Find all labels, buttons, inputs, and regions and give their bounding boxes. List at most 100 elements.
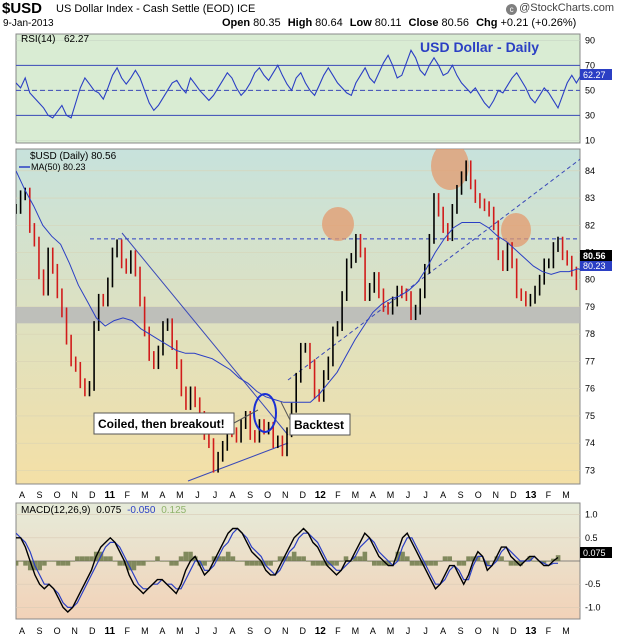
last-price-tag-text: 80.56 — [583, 251, 606, 261]
backtest-callout-box — [289, 413, 351, 436]
macd-histogram-bar — [400, 551, 405, 561]
macd-histogram-bar — [485, 561, 490, 566]
macd-histogram-bar — [207, 561, 212, 562]
signal-legend-value: -0.050 — [127, 505, 156, 516]
change-label: Chg — [476, 17, 498, 29]
x-tick-label: A — [19, 626, 25, 636]
macd-histogram-bar — [188, 551, 193, 561]
macd-histogram-bar — [480, 561, 485, 562]
macd-histogram-bar — [112, 561, 118, 562]
macd-histogram-bar — [371, 561, 377, 566]
macd-histogram-bar — [390, 561, 396, 562]
macd-panel: 1.0 0.5 -0.5 -1.0 MACD(12,26,9) 0.075 -0.05… — [15, 502, 612, 620]
quote-date: 9-Jan-2013 — [3, 18, 54, 29]
x-tick-label: 13 — [525, 626, 537, 637]
price-x-axis: A S O N D 11 F M A M J J A S O N D 12 F M A M J J A S O N D 13 F M — [19, 490, 570, 501]
macd-histogram-bar — [367, 561, 372, 562]
x-tick-label: 12 — [315, 490, 327, 501]
macd-histogram-bar — [240, 561, 245, 562]
x-tick-label: M — [176, 626, 184, 636]
coiled-callout-text: Coiled, then breakout! — [98, 417, 225, 431]
macd-histogram-bar — [546, 561, 551, 562]
macd-line — [16, 527, 559, 613]
high-value: 80.64 — [315, 17, 343, 29]
x-tick-label: A — [230, 490, 236, 500]
last-ma-tag — [580, 261, 612, 271]
macd-histogram-bar — [46, 561, 52, 562]
macd-histogram-bar — [75, 556, 80, 561]
macd-tick-label: -0.5 — [585, 579, 601, 589]
macd-histogram-bar — [103, 556, 108, 561]
x-tick-label: N — [282, 626, 289, 636]
x-tick-label: M — [352, 626, 360, 636]
x-tick-label: F — [335, 490, 341, 500]
macd-current-tag — [580, 547, 612, 558]
x-tick-label: M — [387, 626, 395, 636]
x-tick-label: O — [475, 626, 482, 636]
macd-histogram-bar — [287, 556, 292, 561]
coiled-callout-pointer — [233, 409, 259, 424]
macd-histogram-bar — [329, 561, 335, 566]
price-tick-label: 82 — [585, 220, 595, 230]
top-circle-1 — [322, 207, 354, 241]
macd-histogram-bar — [108, 556, 113, 561]
macd-histogram-bar — [249, 561, 255, 566]
macd-histogram-bar — [23, 561, 28, 566]
x-tick-label: A — [440, 626, 446, 636]
rsi-tick-label: 30 — [585, 110, 595, 120]
ma-legend: MA(50) 80.23 — [31, 162, 86, 172]
x-tick-label: M — [562, 490, 570, 500]
macd-histogram-bar — [362, 551, 368, 561]
macd-histogram-bar — [282, 556, 288, 561]
price-tick-label: 77 — [585, 356, 595, 366]
x-tick-label: F — [125, 490, 131, 500]
macd-histogram-bar — [221, 556, 226, 561]
macd-histogram-bar — [155, 556, 160, 561]
x-tick-label: N — [71, 626, 78, 636]
macd-histogram-bar — [79, 556, 85, 561]
macd-histogram-bar — [263, 561, 269, 566]
macd-tick-label: 1.0 — [585, 510, 598, 520]
x-tick-label: M — [352, 490, 360, 500]
price-tick-label: 84 — [585, 166, 595, 176]
x-tick-label: S — [247, 626, 253, 636]
macd-histogram-bar — [527, 556, 533, 561]
x-tick-label: D — [300, 626, 307, 636]
macd-tick-label: -1.0 — [585, 602, 601, 612]
rsi-tick-label: 10 — [585, 135, 595, 145]
x-tick-label: M — [141, 626, 149, 636]
x-tick-label: N — [493, 490, 500, 500]
copyright-icon: c — [506, 4, 518, 15]
macd-histogram-bar — [470, 556, 476, 561]
ohlc-readout: Open 80.35 High 80.64 Low 80.11 Close 80.56 … — [222, 17, 580, 29]
macd-histogram-bar — [437, 561, 443, 562]
macd-histogram-bar — [277, 556, 283, 561]
macd-histogram-bar — [489, 561, 495, 562]
x-tick-label: O — [475, 490, 482, 500]
low-value: 80.11 — [374, 17, 402, 29]
x-tick-label: A — [370, 626, 376, 636]
macd-histogram-bar — [254, 561, 259, 566]
x-tick-label: J — [213, 490, 218, 500]
x-tick-label: S — [37, 626, 43, 636]
macd-legend: MACD(12,26,9) 0.075 -0.050 0.125 — [21, 505, 187, 516]
stockcharts-credit[interactable]: c @StockCharts.com — [506, 2, 614, 15]
price-tick-label: 79 — [585, 302, 595, 312]
macd-x-axis: A S O N D 11 F M A M J J A S O N D 12 F M A M J J A S O N D 13 F M — [19, 626, 570, 637]
macd-histogram-bar — [216, 556, 222, 561]
x-tick-label: O — [264, 626, 271, 636]
macd-legend-value: 0.075 — [96, 505, 121, 516]
macd-histogram-bar — [357, 556, 363, 561]
macd-histogram-bar — [315, 561, 321, 566]
x-tick-label: S — [247, 490, 253, 500]
histogram-legend-value: 0.125 — [161, 505, 186, 516]
x-tick-label: J — [213, 626, 218, 636]
macd-histogram-bar — [18, 561, 24, 562]
price-panel: 848382818079787776757473 $USD (Daily) 80… — [15, 148, 612, 485]
x-tick-label: O — [54, 490, 61, 500]
macd-histogram-bar — [320, 561, 325, 566]
macd-signal-line — [16, 527, 558, 608]
price-tick-label: 83 — [585, 193, 595, 203]
macd-histogram-bar — [235, 561, 240, 562]
macd-histogram-bar — [141, 561, 146, 566]
